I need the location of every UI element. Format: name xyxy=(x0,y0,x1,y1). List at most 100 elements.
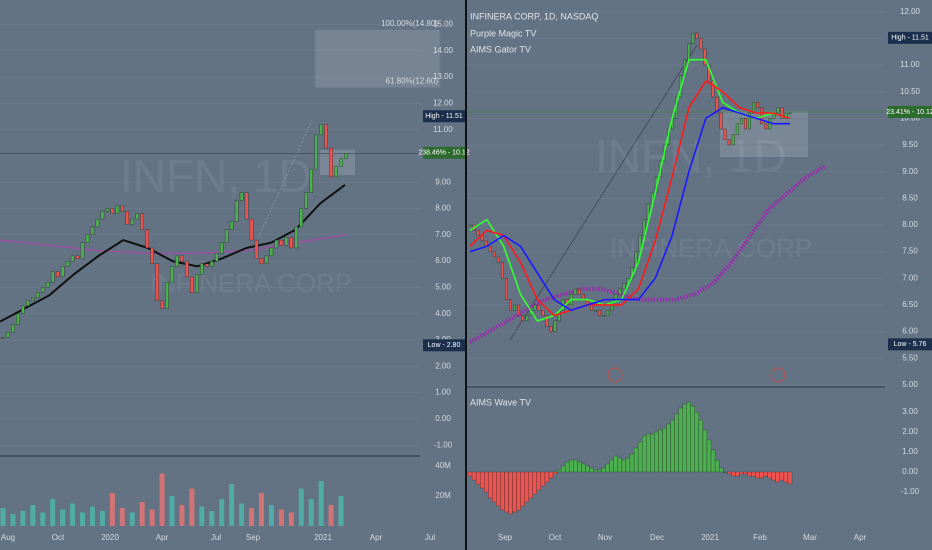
candle xyxy=(254,239,259,259)
wave-axis-label: 1.00 xyxy=(902,447,918,456)
volume-bar xyxy=(149,509,155,526)
candle xyxy=(687,43,691,60)
candle xyxy=(110,208,115,214)
volume-bar xyxy=(60,509,66,526)
candle xyxy=(170,266,174,283)
wave-bar xyxy=(633,447,639,473)
candle xyxy=(788,112,792,115)
price-axis-label: 11.00 xyxy=(433,125,453,134)
volume-bar xyxy=(239,503,245,526)
legend-item: Purple Magic TV xyxy=(470,28,536,38)
gator-line xyxy=(469,79,791,317)
wave-bar xyxy=(739,471,744,475)
date-label: 2020 xyxy=(101,533,119,542)
candle xyxy=(180,255,184,262)
wave-bar xyxy=(577,461,582,473)
fib-box xyxy=(314,29,441,88)
volume-bar xyxy=(199,506,205,526)
wave-bar xyxy=(743,471,748,475)
wave-axis-label: 3.00 xyxy=(902,407,918,416)
candle xyxy=(304,192,309,209)
candle xyxy=(209,260,214,267)
trend-line xyxy=(509,44,698,341)
candle xyxy=(11,324,15,333)
price-badge xyxy=(423,110,465,123)
date-label: Dec xyxy=(650,533,664,542)
candle xyxy=(214,253,219,262)
price-axis-label: 9.00 xyxy=(902,167,918,176)
candle xyxy=(784,112,788,119)
price-badge-label: 23.41% - 10.12 xyxy=(886,109,932,116)
wave-bar xyxy=(755,471,760,479)
date-label: Apr xyxy=(854,533,867,542)
volume-bar xyxy=(229,484,235,526)
volume-bar xyxy=(109,493,115,526)
volume-bar xyxy=(119,508,125,526)
volume-bar xyxy=(278,509,284,526)
wave-bar xyxy=(516,471,521,511)
candle xyxy=(50,271,55,283)
candle xyxy=(537,304,541,311)
price-axis-label: 8.00 xyxy=(902,220,918,229)
candle xyxy=(504,278,508,300)
wave-bar xyxy=(759,471,764,479)
volume-bar xyxy=(169,496,175,526)
price-axis-label: 11.00 xyxy=(900,60,920,69)
wave-bar xyxy=(573,459,578,473)
wave-bar xyxy=(496,471,501,507)
candle xyxy=(618,288,622,295)
wave-bar xyxy=(536,471,542,491)
candle xyxy=(239,192,244,201)
candle xyxy=(747,112,751,130)
wave-bar xyxy=(613,455,618,473)
price-axis-label: 15.00 xyxy=(433,20,454,29)
candle xyxy=(711,80,715,98)
candle xyxy=(496,256,500,263)
wave-bar xyxy=(775,471,780,483)
candle xyxy=(525,315,529,322)
wave-axis-label: -1.00 xyxy=(901,487,920,496)
wave-bar xyxy=(751,471,756,477)
candle xyxy=(289,237,294,249)
wave-bar xyxy=(629,453,635,473)
price-axis-label: 1.00 xyxy=(435,388,451,397)
candle xyxy=(21,305,25,314)
price-badge-label: Low - 5.76 xyxy=(894,341,927,348)
candle xyxy=(165,281,169,309)
candle xyxy=(703,48,707,66)
wave-bar xyxy=(569,459,574,473)
date-label: 2021 xyxy=(701,533,719,542)
price-badge xyxy=(888,105,932,118)
date-label: Sep xyxy=(246,533,261,542)
candle xyxy=(200,263,204,275)
candle xyxy=(776,107,780,114)
date-label: 2021 xyxy=(314,533,332,542)
date-label: Jul xyxy=(211,533,221,542)
wave-bar xyxy=(548,471,554,479)
range-box xyxy=(720,111,808,157)
candle xyxy=(80,242,85,259)
price-axis-label: 5.50 xyxy=(902,353,918,362)
price-badge-label: High - 11.51 xyxy=(425,113,463,120)
candle xyxy=(274,239,279,249)
wave-bar xyxy=(524,471,529,503)
wave-bar xyxy=(731,471,736,477)
volume-axis-label: 40M xyxy=(435,461,451,470)
wave-bar xyxy=(763,471,768,477)
wave-bar xyxy=(480,471,485,489)
candle xyxy=(229,221,234,230)
price-axis-label: 6.50 xyxy=(902,300,918,309)
candle xyxy=(219,242,224,254)
candle xyxy=(314,134,318,170)
date-label: Feb xyxy=(753,533,767,542)
wave-bar xyxy=(714,459,720,473)
price-axis-label: 8.00 xyxy=(435,204,451,213)
candle xyxy=(319,124,323,136)
wave-axis-label: 0.00 xyxy=(902,467,918,476)
right-pane: INFN, 1D INFINERA CORP INFINERA CORP, 1D… xyxy=(467,7,932,542)
wave-axis-label: 2.00 xyxy=(902,427,918,436)
candle xyxy=(284,237,289,246)
date-label: Sep xyxy=(498,533,513,542)
price-axis-label: 13.00 xyxy=(433,72,454,81)
wave-bar xyxy=(471,471,477,481)
